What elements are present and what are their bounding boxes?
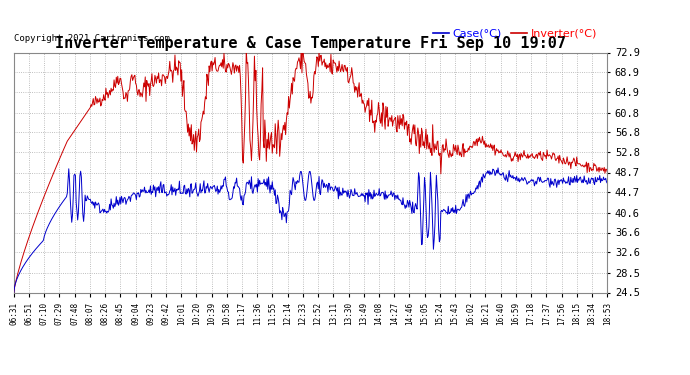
- Title: Inverter Temperature & Case Temperature Fri Sep 10 19:07: Inverter Temperature & Case Temperature …: [55, 35, 566, 51]
- Text: Copyright 2021 Cartronics.com: Copyright 2021 Cartronics.com: [14, 34, 170, 43]
- Legend: Case(°C), Inverter(°C): Case(°C), Inverter(°C): [428, 24, 602, 44]
